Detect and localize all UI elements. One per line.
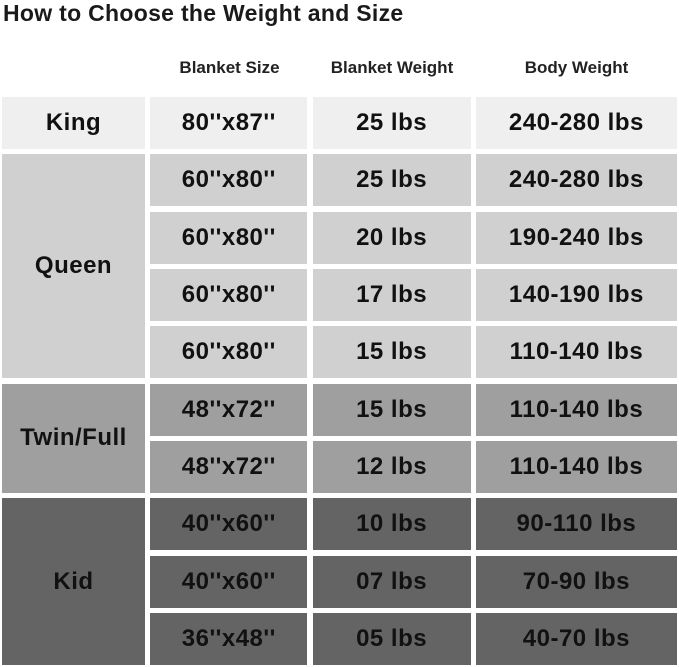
blanket-weight-cell: 15 lbs [312,326,471,379]
blanket-weight-cell: 07 lbs [312,555,471,608]
blanket-size-cell: 60''x80'' [150,211,308,264]
blanket-size-cell: 60''x80'' [150,154,308,207]
group-label: Kid [2,498,145,665]
body-weight-cell: 90-110 lbs [475,498,677,551]
blanket-size-cell: 48''x72'' [150,383,308,436]
header-blanket-size: Blanket Size [179,58,280,77]
blanket-size-cell: 36''x48'' [150,612,308,665]
blanket-size-cell: 48''x72'' [150,440,308,493]
blanket-size-cell: 60''x80'' [150,268,308,322]
blanket-size-cell: 40''x60'' [150,498,308,551]
body-weight-cell: 110-140 lbs [475,383,677,436]
body-weight-cell: 110-140 lbs [475,326,677,379]
blanket-weight-cell: 20 lbs [312,211,471,264]
blanket-size-cell: 60''x80'' [150,326,308,379]
blanket-weight-cell: 15 lbs [312,383,471,436]
size-table: King 80''x87'' 25 lbs 240-280 lbs Queen 60''x… [2,97,677,665]
blanket-size-cell: 80''x87'' [150,97,308,150]
header-blanket-weight: Blanket Weight [330,58,454,77]
body-weight-cell: 190-240 lbs [475,211,677,264]
group-label: Twin/Full [2,383,145,493]
blanket-weight-cell: 12 lbs [312,440,471,493]
blanket-weight-cell: 25 lbs [312,97,471,150]
header-body-weight: Body Weight [524,58,629,77]
body-weight-cell: 110-140 lbs [475,440,677,493]
body-weight-cell: 40-70 lbs [475,612,677,665]
blanket-weight-cell: 10 lbs [312,498,471,551]
body-weight-cell: 240-280 lbs [475,154,677,207]
group-label: Queen [2,154,145,379]
body-weight-cell: 70-90 lbs [475,555,677,608]
blanket-size-cell: 40''x60'' [150,555,308,608]
blanket-weight-cell: 17 lbs [312,268,471,322]
blanket-weight-cell: 05 lbs [312,612,471,665]
body-weight-cell: 140-190 lbs [475,268,677,322]
blanket-weight-cell: 25 lbs [312,154,471,207]
body-weight-cell: 240-280 lbs [475,97,677,150]
group-label: King [2,97,145,150]
page-title: How to Choose the Weight and Size [3,0,404,26]
